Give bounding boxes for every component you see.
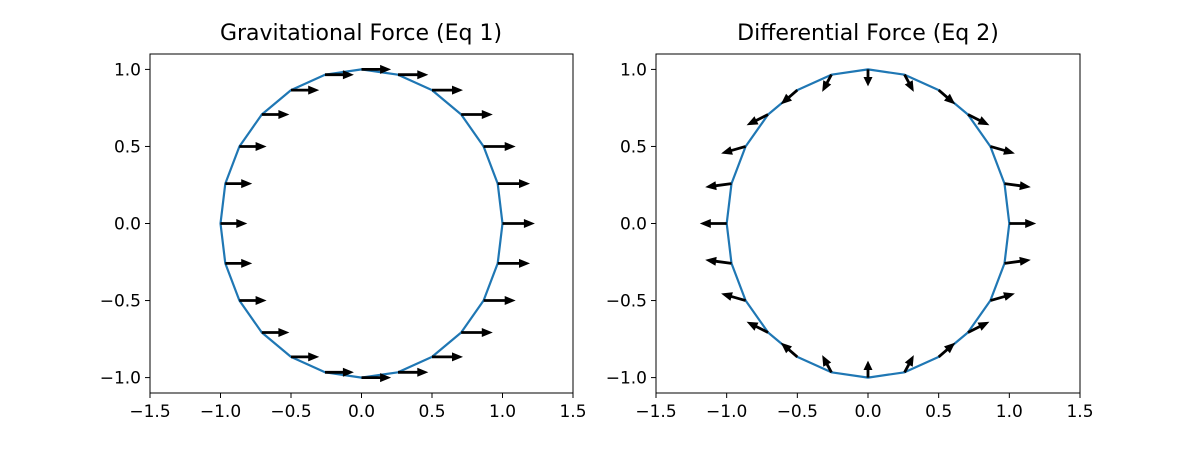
force-arrow <box>721 292 746 302</box>
y-tick-label: −0.5 <box>606 292 647 312</box>
y-tick-label: 0.0 <box>620 215 647 235</box>
differential-force-plot: Differential Force (Eq 2) −1.5 −1.0 −0.5 0.… <box>606 21 1094 422</box>
force-arrow <box>261 328 290 337</box>
force-arrow <box>937 89 956 105</box>
gravitational-force-plot: Gravitational Force (Eq 1) −1.5 −1.0 −0.5 0… <box>100 21 587 422</box>
x-tick-label: −0.5 <box>777 402 818 422</box>
force-arrow <box>721 145 746 155</box>
force-arrow <box>398 367 429 377</box>
y-tick-label: −1.0 <box>606 369 647 389</box>
force-arrow <box>361 373 392 383</box>
x-tick-label: 1.0 <box>996 402 1023 422</box>
force-arrow <box>225 179 253 189</box>
force-arrow <box>863 69 873 87</box>
force-arrow <box>1004 181 1031 191</box>
force-arrow <box>398 70 429 80</box>
x-tick-label: 1.5 <box>1066 402 1093 422</box>
force-arrow <box>325 70 354 80</box>
x-tick-label: 0.5 <box>925 402 952 422</box>
circle-curve <box>725 68 1011 379</box>
y-tick-label: 1.0 <box>620 60 647 80</box>
force-arrow <box>705 181 732 191</box>
force-arrow <box>967 113 990 126</box>
x-tick-label: 0.0 <box>348 402 375 422</box>
y-tick-label: 0.5 <box>114 137 141 157</box>
force-arrow <box>746 113 769 126</box>
force-arrow <box>497 179 530 189</box>
force-arrow <box>780 89 799 105</box>
force-arrow <box>1009 219 1037 228</box>
data-area <box>699 68 1037 379</box>
force-arrow <box>990 145 1015 155</box>
force-arrow <box>291 85 320 95</box>
plot-title-differential: Differential Force (Eq 2) <box>737 21 999 46</box>
force-arrow <box>432 85 463 95</box>
x-tick-label: 1.0 <box>489 402 516 422</box>
x-tick-label: −1.0 <box>706 402 747 422</box>
x-tick-label: 1.5 <box>559 402 586 422</box>
y-tick-label: 0.5 <box>620 137 647 157</box>
y-tick-label: 1.0 <box>114 60 141 80</box>
force-arrow <box>239 142 267 151</box>
y-tick-label: 0.0 <box>114 215 141 235</box>
force-arrow <box>325 367 354 377</box>
force-arrow <box>361 64 392 74</box>
force-arrow <box>780 342 799 358</box>
plot-title-gravitational: Gravitational Force (Eq 1) <box>220 21 502 46</box>
force-arrow <box>746 321 769 334</box>
force-arrow <box>863 360 873 378</box>
y-tick-label: −1.0 <box>100 369 141 389</box>
x-tick-label: −1.5 <box>129 402 170 422</box>
x-tick-label: 0.5 <box>418 402 445 422</box>
force-arrow <box>432 352 463 362</box>
y-tick-label: −0.5 <box>100 292 141 312</box>
force-arrow <box>705 256 732 266</box>
force-arrow <box>937 342 956 358</box>
force-arrow <box>291 352 320 362</box>
force-arrow <box>1004 256 1031 266</box>
force-arrow <box>239 296 267 305</box>
force-arrow <box>225 258 253 268</box>
force-arrow <box>220 219 248 228</box>
force-arrow <box>261 110 290 119</box>
x-tick-label: −1.5 <box>635 402 676 422</box>
force-arrow <box>461 328 493 337</box>
x-tick-label: 0.0 <box>854 402 881 422</box>
x-tick-label: −0.5 <box>270 402 311 422</box>
force-arrow <box>822 74 833 92</box>
axes-frame <box>149 53 574 394</box>
force-arrow <box>990 292 1015 302</box>
force-arrow <box>502 219 535 228</box>
force-arrow <box>903 355 914 373</box>
force-arrow <box>483 296 516 305</box>
force-arrow <box>699 219 727 228</box>
force-arrow <box>497 258 530 268</box>
axes-frame <box>655 53 1081 394</box>
force-arrow <box>903 74 914 92</box>
x-tick-label: −1.0 <box>200 402 241 422</box>
force-arrow <box>461 110 493 119</box>
force-arrow <box>822 355 833 373</box>
data-area <box>219 64 535 383</box>
force-arrow <box>483 142 516 151</box>
force-arrow <box>967 321 990 334</box>
